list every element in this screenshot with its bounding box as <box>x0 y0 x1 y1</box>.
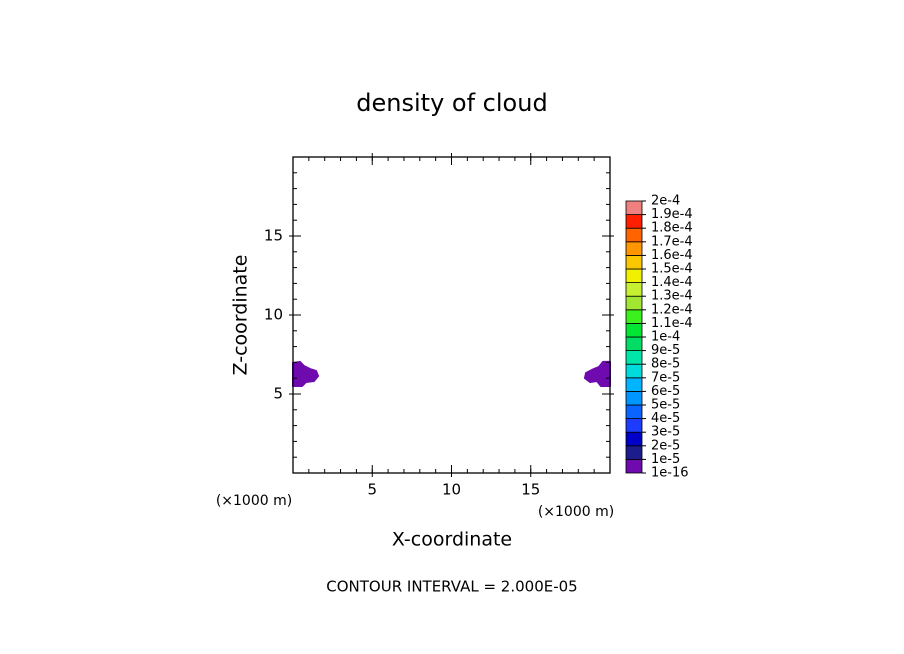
colorbar-label: 6e-5 <box>651 384 680 399</box>
colorbar-label: 1.8e-4 <box>651 221 693 236</box>
colorbar-swatch <box>625 241 643 256</box>
colorbar-swatch <box>625 418 643 433</box>
colorbar-swatch <box>625 268 643 284</box>
colorbar-label: 9e-5 <box>651 343 680 358</box>
colorbar-label: 1.6e-4 <box>651 248 693 263</box>
colorbar-label: 1.4e-4 <box>651 275 693 290</box>
colorbar-label: 5e-5 <box>651 398 680 413</box>
colorbar-label: 7e-5 <box>651 370 680 385</box>
contour-region <box>583 360 611 387</box>
colorbar-swatch <box>625 322 643 338</box>
colorbar-label: 2e-5 <box>651 438 680 453</box>
colorbar-swatch <box>625 363 643 379</box>
colorbar-swatch <box>625 390 643 406</box>
plot-frame <box>292 156 611 474</box>
colorbar-label: 8e-5 <box>651 357 680 372</box>
colorbar-label: 1.9e-4 <box>651 207 693 222</box>
colorbar-swatch <box>625 445 643 460</box>
colorbar-label: 1.5e-4 <box>651 262 693 277</box>
colorbar-swatch <box>625 350 643 365</box>
y-unit-label: (×1000 m) <box>538 504 614 520</box>
y-tick-label: 15 <box>264 227 283 245</box>
colorbar-swatch <box>625 200 643 216</box>
x-tick-label: 10 <box>442 481 461 499</box>
colorbar-swatch <box>625 336 643 352</box>
colorbar-label: 1.2e-4 <box>651 302 693 317</box>
colorbar-label: 1e-5 <box>651 452 680 467</box>
contour-region <box>292 360 320 387</box>
colorbar-label: 1.3e-4 <box>651 289 693 304</box>
y-tick-label: 5 <box>273 385 283 403</box>
colorbar-label: 3e-5 <box>651 425 680 440</box>
colorbar-swatch <box>625 431 643 447</box>
x-axis-label: X-coordinate <box>392 529 512 551</box>
colorbar-swatch <box>625 404 643 420</box>
x-unit-label: (×1000 m) <box>216 493 292 509</box>
colorbar-swatch <box>625 295 643 311</box>
colorbar-label: 1.1e-4 <box>651 316 693 331</box>
chart-title: density of cloud <box>356 89 547 117</box>
colorbar-swatch <box>625 214 643 229</box>
colorbar-swatch <box>625 458 643 474</box>
colorbar-swatch <box>625 254 643 270</box>
colorbar-label: 4e-5 <box>651 411 680 426</box>
colorbar-swatch <box>625 377 643 392</box>
y-axis-label: Z-coordinate <box>230 255 252 376</box>
x-tick-label: 5 <box>367 481 377 499</box>
y-tick-label: 10 <box>264 306 283 324</box>
colorbar-label: 1e-16 <box>651 466 689 481</box>
colorbar-label: 1e-4 <box>651 330 680 345</box>
colorbar-label: 2e-4 <box>651 194 680 209</box>
colorbar-swatch <box>625 227 643 243</box>
colorbar-swatch <box>625 282 643 297</box>
colorbar-label: 1.7e-4 <box>651 234 693 249</box>
x-tick-label: 15 <box>521 481 540 499</box>
colorbar-swatch <box>625 309 643 324</box>
annotation: CONTOUR INTERVAL = 2.000E-05 <box>326 578 577 596</box>
